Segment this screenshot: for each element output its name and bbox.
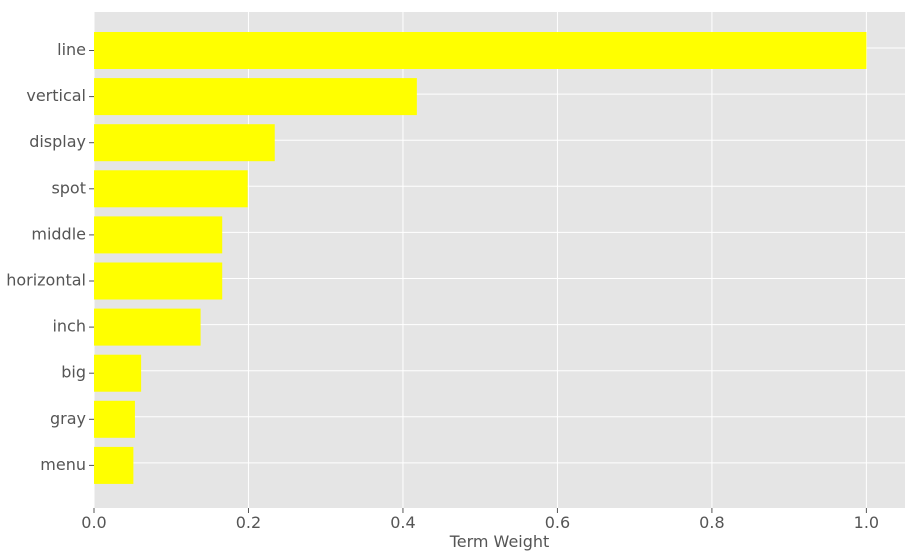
bars <box>94 32 867 484</box>
bar-middle <box>94 216 223 254</box>
x-tick-label: 0.4 <box>390 513 415 532</box>
bar-spot <box>94 170 248 208</box>
x-tick-label: 0.0 <box>81 513 106 532</box>
y-tick-label: line <box>57 40 86 59</box>
x-tick-label: 1.0 <box>854 513 879 532</box>
bar-line <box>94 32 867 69</box>
x-axis-label: Term Weight <box>449 532 550 551</box>
y-tick-label: display <box>29 132 86 151</box>
x-tick-label: 0.2 <box>236 513 261 532</box>
bar-inch <box>94 308 201 346</box>
bar-horizontal <box>94 262 223 300</box>
bar-big <box>94 354 142 392</box>
y-tick-label: middle <box>31 224 86 243</box>
bar-vertical <box>94 78 417 116</box>
x-tick-label: 0.8 <box>699 513 724 532</box>
y-tick-label: menu <box>40 455 86 474</box>
bar-menu <box>94 446 134 484</box>
y-tick-label: vertical <box>26 86 86 105</box>
y-tick-label: big <box>61 363 86 382</box>
bar-display <box>94 124 275 162</box>
x-tick-labels: 0.0 0.2 0.4 0.6 0.8 1.0 <box>81 508 879 532</box>
x-tick-label: 0.6 <box>545 513 570 532</box>
y-tick-labels: line vertical display spot middle horizontal i… <box>6 40 94 474</box>
y-tick-label: spot <box>51 178 86 197</box>
y-tick-label: inch <box>52 317 86 336</box>
bar-gray <box>94 400 135 438</box>
y-tick-label: horizontal <box>6 271 86 290</box>
y-tick-label: gray <box>50 409 86 428</box>
